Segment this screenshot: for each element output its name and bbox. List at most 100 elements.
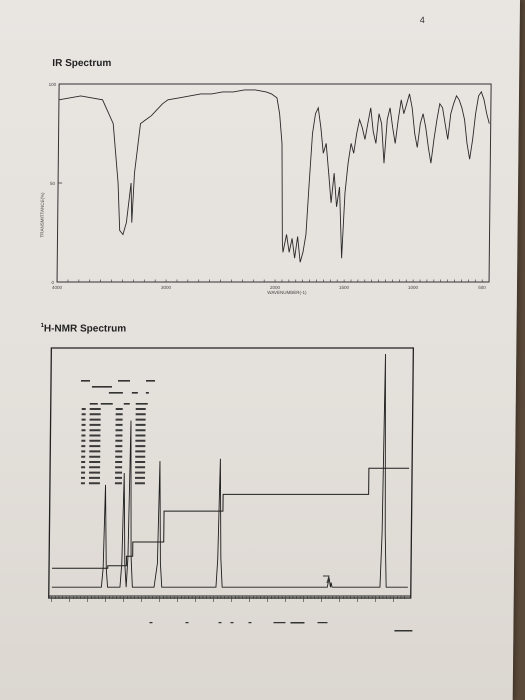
ir-y-tick-label: 50 — [50, 181, 56, 186]
nmr-table-mark — [81, 471, 86, 474]
ir-x-tick-label: 4000 — [52, 285, 63, 290]
nmr-table-mark — [91, 386, 112, 388]
nmr-table-mark — [81, 450, 86, 453]
nmr-table-mark — [81, 380, 91, 382]
nmr-table-mark — [81, 429, 86, 432]
nmr-table-mark — [89, 408, 101, 410]
nmr-table-mark — [115, 418, 123, 421]
nmr-spectrum-line — [51, 353, 408, 588]
nmr-table-mark — [135, 466, 146, 469]
nmr-table-mark — [81, 408, 86, 410]
ir-plot-frame — [56, 83, 492, 283]
nmr-table-mark — [146, 380, 156, 382]
ir-y-tick-label: 0 — [51, 280, 54, 285]
nmr-table-mark — [135, 439, 146, 442]
nmr-table-mark — [81, 455, 86, 458]
nmr-table-mark — [135, 413, 146, 416]
page-number: 4 — [419, 15, 425, 25]
nmr-spectrum-chart — [48, 347, 415, 632]
nmr-table-mark — [134, 476, 146, 479]
nmr-peak-table — [80, 380, 156, 485]
nmr-x-minor-ticks — [51, 596, 405, 602]
nmr-table-mark — [108, 392, 123, 394]
nmr-table-mark — [135, 429, 146, 432]
nmr-table-mark — [100, 403, 113, 405]
ir-spectrum-line — [58, 89, 490, 263]
ir-y-tick-label: 100 — [49, 82, 57, 87]
nmr-table-mark — [81, 439, 86, 442]
ir-x-tick-label: 1000 — [408, 285, 419, 290]
nmr-table-mark — [115, 455, 123, 458]
nmr-table-mark — [115, 408, 123, 410]
nmr-table-mark — [80, 476, 86, 479]
nmr-integral-curve — [52, 467, 410, 569]
nmr-table-mark — [135, 423, 146, 426]
nmr-table-mark — [115, 434, 123, 437]
nmr-solvent-mark — [322, 575, 330, 584]
nmr-table-mark — [135, 418, 146, 421]
nmr-table-mark — [88, 482, 100, 485]
nmr-table-mark — [80, 482, 85, 485]
nmr-table-mark — [89, 455, 101, 458]
nmr-table-mark — [135, 455, 146, 458]
ir-x-tick-label: 1500 — [339, 285, 350, 290]
nmr-table-mark — [115, 471, 123, 474]
nmr-table-mark — [81, 466, 86, 469]
nmr-table-mark — [89, 461, 101, 463]
nmr-table-mark — [89, 450, 101, 453]
nmr-table-mark — [135, 471, 146, 474]
nmr-table-mark — [115, 450, 123, 453]
nmr-table-mark — [115, 429, 123, 432]
nmr-table-mark — [89, 418, 101, 421]
nmr-table-mark — [89, 403, 98, 405]
nmr-table-mark — [135, 461, 146, 463]
ir-x-ticks: 4000 3000 2000 1500 1000 500 — [52, 279, 486, 290]
ir-y-ticks: 100 50 0 — [49, 82, 64, 285]
nmr-table-mark — [89, 466, 101, 469]
nmr-table-mark — [134, 482, 145, 485]
nmr-table-mark — [81, 445, 86, 448]
nmr-plot-frame — [48, 347, 415, 599]
nmr-table-mark — [81, 461, 86, 463]
nmr-table-mark — [81, 418, 86, 421]
nmr-table-mark — [118, 380, 131, 382]
nmr-table-mark — [145, 392, 149, 394]
nmr-table-mark — [81, 434, 86, 437]
nmr-table-mark — [89, 445, 101, 448]
nmr-table-mark — [135, 445, 146, 448]
nmr-table-mark — [89, 429, 101, 432]
nmr-table-mark — [89, 413, 101, 416]
nmr-table-mark — [115, 461, 123, 463]
ir-x-tick-label: 3000 — [161, 285, 172, 290]
nmr-table-mark — [115, 423, 123, 426]
nmr-table-mark — [114, 476, 123, 479]
nmr-table-mark — [114, 482, 122, 485]
nmr-table-mark — [135, 450, 146, 453]
nmr-table-mark — [135, 434, 146, 437]
ir-spectrum-title: IR Spectrum — [52, 58, 112, 69]
nmr-table-mark — [89, 423, 101, 426]
nmr-title-text: H-NMR Spectrum — [43, 323, 127, 335]
nmr-table-mark — [89, 471, 101, 474]
nmr-table-mark — [123, 403, 130, 405]
nmr-spectrum-title: 1H-NMR Spectrum — [40, 323, 127, 335]
nmr-table-mark — [88, 476, 101, 479]
nmr-bottom-scale-marks — [149, 622, 413, 632]
nmr-table-mark — [135, 403, 148, 405]
nmr-table-mark — [115, 466, 123, 469]
nmr-table-mark — [131, 392, 138, 394]
ir-x-tick-label: 500 — [478, 285, 486, 290]
ir-x-tick-label: 2000 — [270, 285, 281, 290]
nmr-table-mark — [115, 439, 123, 442]
nmr-table-mark — [81, 413, 86, 416]
nmr-table-mark — [115, 445, 123, 448]
nmr-table-mark — [81, 423, 86, 426]
nmr-table-mark — [115, 413, 123, 416]
nmr-table-mark — [89, 439, 101, 442]
ir-ylabel: TRANSMITTANCE(%) — [40, 192, 45, 237]
nmr-table-mark — [89, 434, 101, 437]
ir-xlabel: WAVENUMBER(-1) — [267, 290, 307, 295]
nmr-table-mark — [135, 408, 146, 410]
